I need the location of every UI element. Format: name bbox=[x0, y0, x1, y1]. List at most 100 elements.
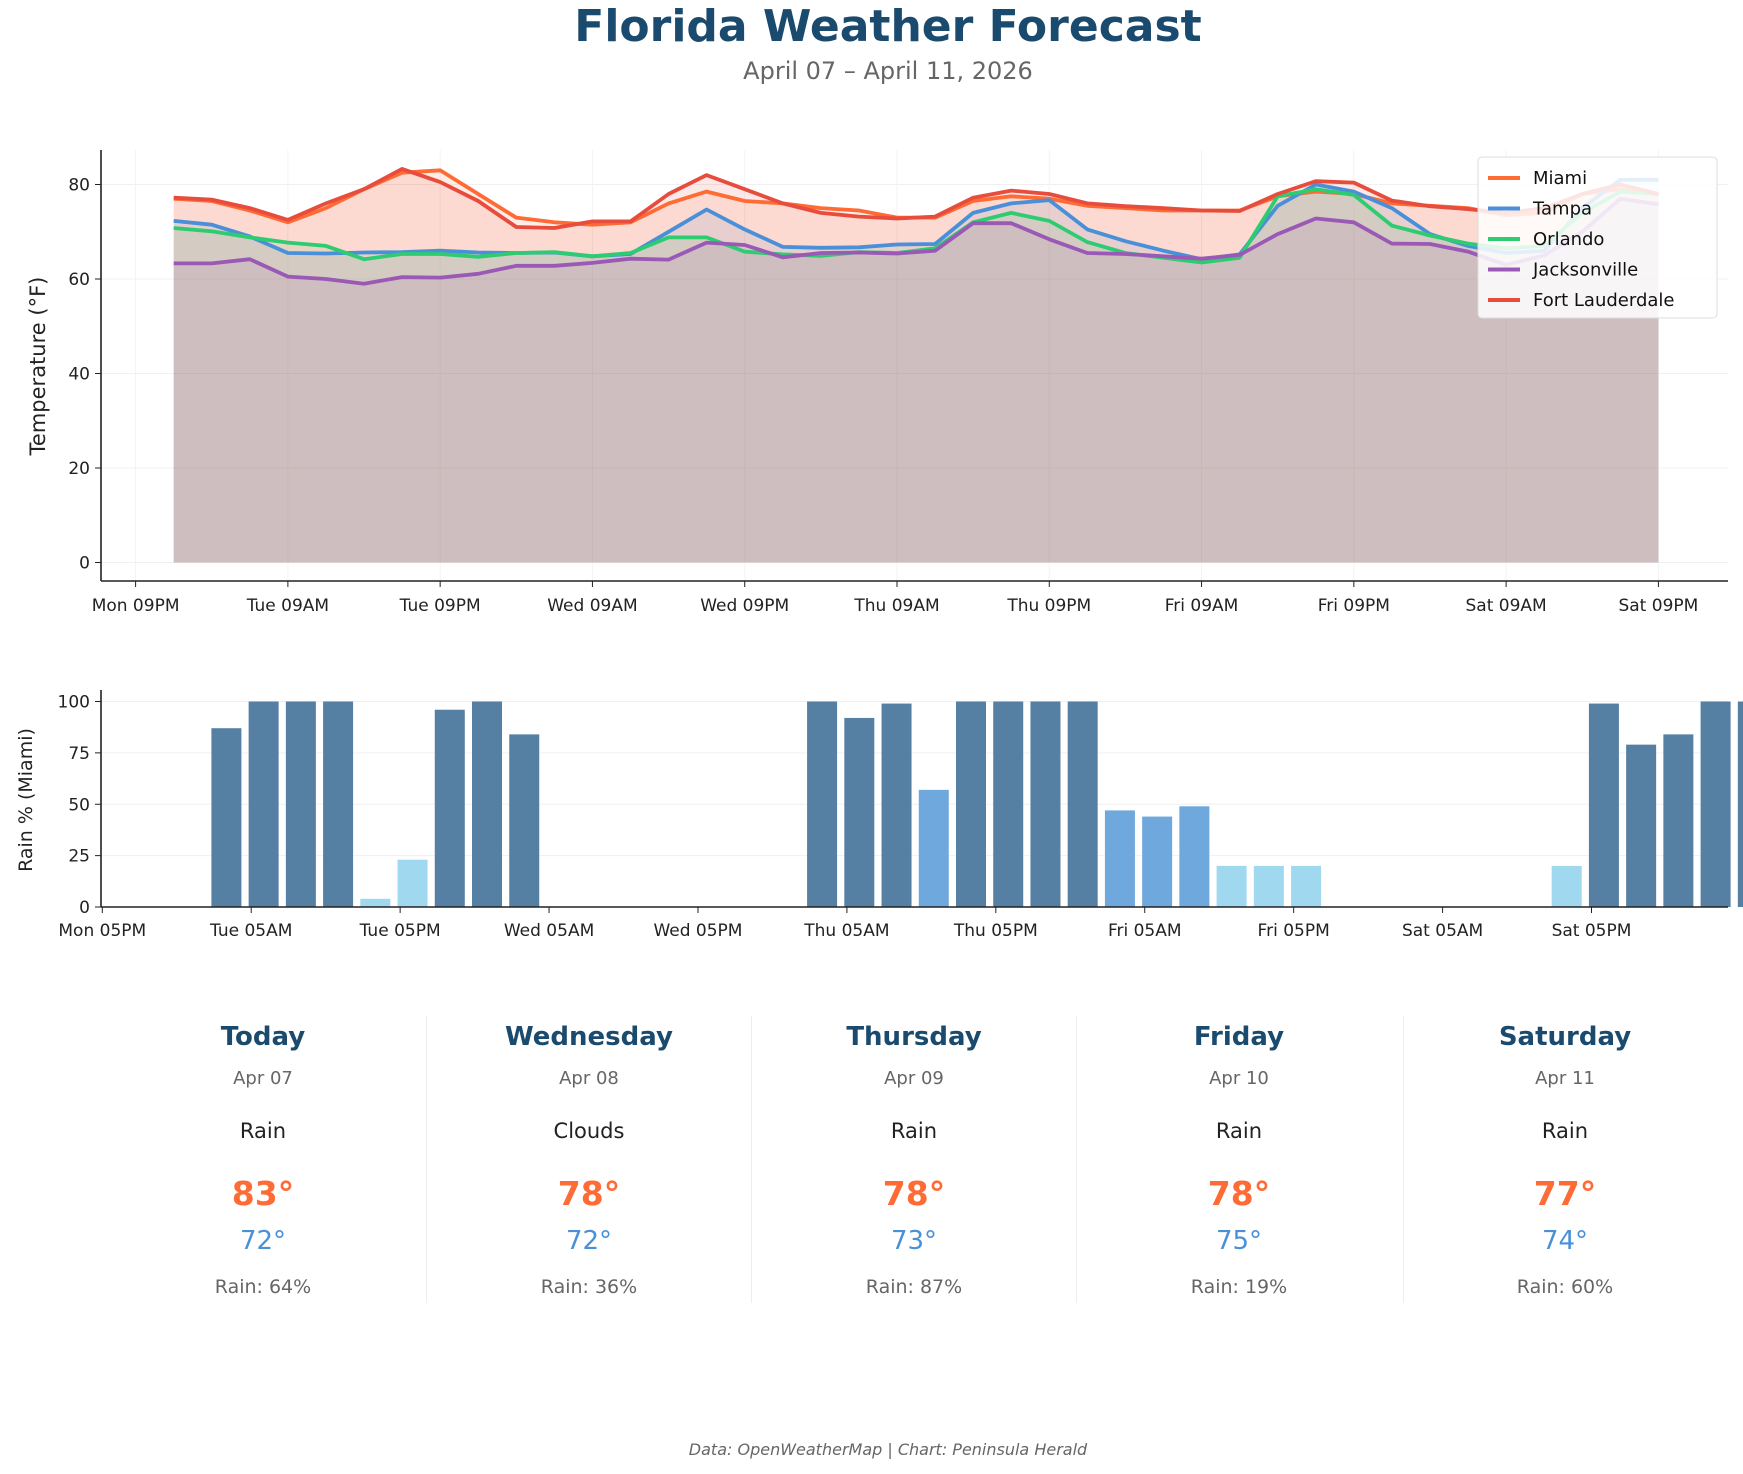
legend-label: Miami bbox=[1533, 168, 1587, 189]
day-condition: Rain bbox=[890, 1119, 938, 1143]
x-tick-label: Tue 05AM bbox=[209, 921, 292, 941]
y-tick-label: 100 bbox=[58, 693, 90, 713]
rain-chance: Rain: 87% bbox=[865, 1276, 963, 1298]
day-name: Friday bbox=[1193, 1022, 1285, 1052]
rain-bar bbox=[434, 709, 465, 907]
legend: Miami Tampa Orlando Jacksonville Fort Lauder… bbox=[1477, 156, 1718, 319]
x-tick-label: Thu 09PM bbox=[1006, 596, 1091, 616]
rain-bar bbox=[1179, 806, 1210, 907]
rain-bar bbox=[1104, 810, 1135, 907]
rain-bar bbox=[1626, 744, 1657, 907]
charts-canvas: 0 20 40 60 80 Mon 09PM Tue 09AM Tue 09PM Wed 09A… bbox=[15, 150, 1743, 941]
y-tick-label: 0 bbox=[79, 554, 90, 574]
page-title: Florida Weather Forecast bbox=[574, 1, 1202, 52]
area-fill-tampa bbox=[173, 179, 1659, 563]
x-tick-label: Sat 05PM bbox=[1552, 921, 1632, 941]
x-tick-label: Wed 05PM bbox=[653, 921, 742, 941]
x-tick-label: Fri 09PM bbox=[1318, 596, 1390, 616]
day-name: Wednesday bbox=[505, 1022, 673, 1052]
rain-bar bbox=[1067, 701, 1098, 907]
rain-bar bbox=[360, 898, 391, 907]
y-tick-label: 0 bbox=[79, 898, 90, 918]
rain-bar bbox=[1551, 865, 1582, 907]
low-temp: 74° bbox=[1541, 1226, 1589, 1256]
high-temp: 78° bbox=[557, 1174, 621, 1213]
rain-bar bbox=[993, 701, 1024, 907]
day-date: Apr 10 bbox=[1209, 1068, 1269, 1089]
day-condition: Clouds bbox=[553, 1119, 625, 1143]
rain-chart: 0 25 50 75 100 Mon 05PM Tue 05AM Tue 05PM Wed 05… bbox=[15, 690, 1743, 941]
low-temp: 72° bbox=[565, 1226, 613, 1256]
y-tick-label: 80 bbox=[68, 176, 90, 196]
area-fill-jacksonville bbox=[173, 198, 1659, 563]
divider bbox=[751, 1016, 752, 1303]
day-date: Apr 08 bbox=[559, 1068, 619, 1089]
high-temp: 83° bbox=[231, 1174, 295, 1213]
x-tick-label: Tue 05PM bbox=[359, 921, 441, 941]
rain-bar bbox=[1588, 703, 1619, 907]
day-condition: Rain bbox=[239, 1119, 287, 1143]
x-tick-label: Fri 05AM bbox=[1108, 921, 1182, 941]
day-name: Thursday bbox=[846, 1022, 982, 1052]
series-line-jacksonville bbox=[173, 196, 1659, 286]
legend-box bbox=[1477, 156, 1718, 319]
day-condition: Rain bbox=[1541, 1119, 1589, 1143]
rain-bar bbox=[1253, 865, 1284, 907]
x-tick-label: Wed 09PM bbox=[700, 596, 789, 616]
day-date: Apr 09 bbox=[884, 1068, 944, 1089]
x-tick-label: Thu 09AM bbox=[853, 596, 939, 616]
rain-bar bbox=[844, 717, 875, 907]
divider bbox=[1403, 1016, 1404, 1303]
rain-bar bbox=[323, 701, 354, 907]
x-tick-label: Wed 09AM bbox=[547, 596, 637, 616]
rain-chance: Rain: 60% bbox=[1516, 1276, 1614, 1298]
rain-bar bbox=[248, 701, 279, 907]
day-date: Apr 11 bbox=[1535, 1068, 1595, 1089]
rain-bar bbox=[1216, 865, 1247, 907]
rain-bar bbox=[509, 734, 540, 907]
divider bbox=[1076, 1016, 1077, 1303]
high-temp: 78° bbox=[1207, 1174, 1271, 1213]
x-tick-label: Fri 05PM bbox=[1258, 921, 1330, 941]
day-name: Today bbox=[220, 1022, 306, 1052]
rain-chance: Rain: 36% bbox=[540, 1276, 638, 1298]
legend-label: Jacksonville bbox=[1532, 260, 1638, 281]
rain-bar bbox=[956, 701, 986, 907]
rain-bar bbox=[918, 789, 949, 907]
rain-bar bbox=[1700, 701, 1731, 907]
temperature-chart: 0 20 40 60 80 Mon 09PM Tue 09AM Tue 09PM Wed 09A… bbox=[26, 150, 1728, 616]
series-line-tampa bbox=[173, 177, 1659, 262]
y-axis-label: Temperature (°F) bbox=[26, 277, 50, 457]
y-tick-label: 20 bbox=[68, 459, 90, 479]
rain-bar bbox=[1030, 701, 1061, 907]
series-line-fort-lauderdale bbox=[173, 166, 1659, 230]
page-subtitle: April 07 – April 11, 2026 bbox=[743, 57, 1033, 85]
y-tick-label: 75 bbox=[68, 744, 90, 764]
x-tick-label: Tue 09AM bbox=[246, 596, 329, 616]
legend-label: Tampa bbox=[1532, 199, 1592, 220]
y-tick-label: 25 bbox=[68, 847, 90, 867]
x-tick-label: Thu 05PM bbox=[953, 921, 1038, 941]
low-temp: 72° bbox=[239, 1226, 287, 1256]
x-tick-label: Sat 09AM bbox=[1466, 596, 1547, 616]
rain-bar bbox=[1291, 865, 1322, 907]
rain-bar bbox=[285, 701, 316, 907]
footer-credit: Data: OpenWeatherMap | Chart: Peninsula … bbox=[688, 1440, 1088, 1459]
y-tick-label: 50 bbox=[68, 795, 90, 815]
rain-chance: Rain: 64% bbox=[214, 1276, 312, 1298]
high-temp: 77° bbox=[1533, 1174, 1597, 1213]
low-temp: 75° bbox=[1215, 1226, 1263, 1256]
high-temp: 78° bbox=[882, 1174, 946, 1213]
rain-bar bbox=[1142, 816, 1173, 907]
rain-chance: Rain: 19% bbox=[1190, 1276, 1288, 1298]
rain-bar bbox=[472, 701, 503, 907]
legend-label: Fort Lauderdale bbox=[1533, 290, 1675, 311]
rain-bar bbox=[1663, 734, 1694, 907]
x-tick-label: Mon 05PM bbox=[58, 921, 146, 941]
y-tick-label: 40 bbox=[68, 365, 90, 385]
rain-bar bbox=[397, 859, 428, 907]
x-tick-label: Thu 05AM bbox=[803, 921, 889, 941]
divider bbox=[426, 1016, 427, 1303]
day-date: Apr 07 bbox=[233, 1068, 293, 1089]
area-fill-orlando bbox=[173, 189, 1659, 563]
